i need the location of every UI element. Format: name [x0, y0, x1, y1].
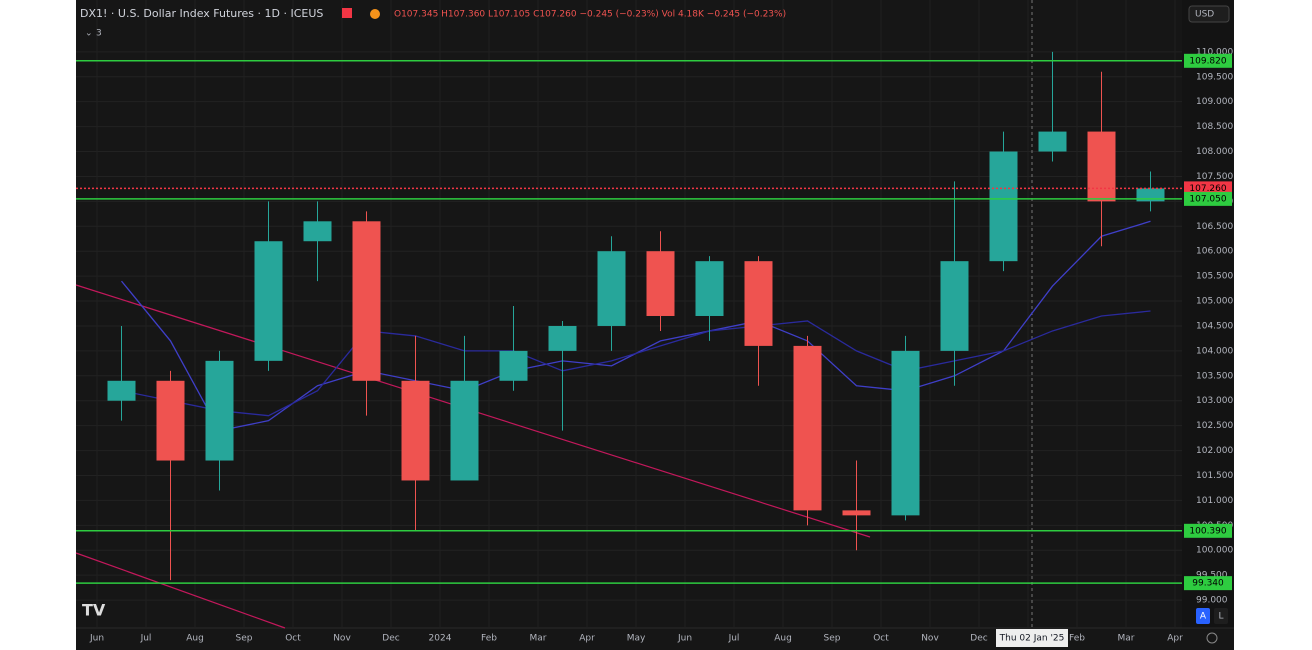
crosshair-label-bg: [996, 629, 1068, 647]
y-tick-label: 104.500: [1196, 321, 1233, 331]
y-tick-label: 106.500: [1196, 222, 1233, 232]
log-label: L: [1218, 612, 1223, 622]
candle-body: [107, 380, 136, 401]
x-tick-label: Apr: [579, 634, 595, 644]
crosshair-label: Thu 02 Jan '25: [999, 634, 1065, 644]
price-axis: [1182, 0, 1234, 628]
currency-button[interactable]: [1188, 5, 1230, 23]
candle-body: [254, 241, 283, 361]
x-tick-label: Sep: [236, 634, 253, 644]
x-tick-label: Feb: [481, 634, 497, 644]
price-line-label: 107.050: [1189, 194, 1226, 204]
x-tick-label: Feb: [1069, 634, 1085, 644]
candle-body: [989, 151, 1018, 262]
candle-body: [450, 380, 479, 481]
x-tick-label: Dec: [970, 634, 987, 644]
y-tick-label: 101.000: [1196, 496, 1233, 506]
candle-body: [499, 350, 528, 381]
y-tick-label: 109.500: [1196, 72, 1233, 82]
trendline: [75, 552, 286, 629]
x-tick-label: Jun: [677, 634, 692, 644]
y-tick-label: 102.500: [1196, 421, 1233, 431]
y-tick-label: 101.500: [1196, 471, 1233, 481]
candle-body: [1087, 131, 1116, 202]
candle-body: [401, 380, 430, 481]
candle-body: [205, 360, 234, 461]
moving-average: [121, 310, 1151, 417]
y-tick-label: 108.000: [1196, 147, 1233, 157]
x-tick-label: Jul: [140, 634, 152, 644]
candle-body: [303, 221, 332, 242]
candle-body: [793, 345, 822, 511]
x-tick-label: Nov: [921, 634, 939, 644]
candle-body: [1038, 131, 1067, 152]
indicator-count[interactable]: 3: [96, 29, 102, 39]
candle-body: [744, 261, 773, 346]
x-tick-label: Apr: [1167, 634, 1183, 644]
price-line-label: 99.340: [1192, 579, 1224, 589]
y-tick-label: 99.500: [1196, 571, 1228, 581]
price-line-label-bg: [1184, 191, 1232, 206]
y-tick-label: 99.000: [1196, 596, 1228, 606]
candle-body: [156, 380, 185, 461]
plot: [76, 51, 1182, 584]
y-tick-label: 109.000: [1196, 97, 1233, 107]
x-tick-label: Oct: [873, 634, 889, 644]
candle-body: [352, 221, 381, 381]
auto-button[interactable]: [1196, 608, 1210, 624]
x-tick-label: Oct: [285, 634, 301, 644]
price-line-label-bg: [1184, 53, 1232, 68]
y-tick-label: 108.500: [1196, 122, 1233, 132]
y-tick-label: 102.000: [1196, 446, 1233, 456]
candle-body: [695, 261, 724, 316]
flag-icon[interactable]: [342, 8, 352, 18]
y-tick-label: 103.500: [1196, 371, 1233, 381]
logo: TV: [82, 601, 106, 620]
y-tick-label: 110.000: [1196, 47, 1233, 57]
dividend-icon: [370, 9, 380, 19]
x-tick-label: Dec: [382, 634, 399, 644]
chart-background: [76, 0, 1234, 650]
candle-body: [646, 251, 675, 316]
candle-body: [548, 325, 577, 351]
y-tick-label: 105.000: [1196, 297, 1233, 307]
y-tick-label: 105.500: [1196, 272, 1233, 282]
price-line-label: 109.820: [1189, 56, 1226, 66]
price-line-label: 107.260: [1189, 184, 1226, 194]
x-tick-label: 2024: [429, 634, 452, 644]
price-line-label-bg: [1184, 576, 1232, 591]
collapse-arrow[interactable]: ⌄: [85, 29, 93, 39]
y-tick-label: 103.000: [1196, 396, 1233, 406]
candle-body: [940, 261, 969, 351]
y-tick-label: 104.000: [1196, 346, 1233, 356]
y-tick-label: 107.500: [1196, 172, 1233, 182]
y-tick-label: 106.000: [1196, 247, 1233, 257]
x-tick-label: Jun: [89, 634, 104, 644]
chart-title: DX1! · U.S. Dollar Index Futures · 1D · …: [80, 7, 323, 20]
candle-body: [597, 251, 626, 326]
y-tick-label: 100.000: [1196, 546, 1233, 556]
x-tick-label: Aug: [774, 634, 792, 644]
price-line-label-bg: [1184, 523, 1232, 538]
settings-icon[interactable]: [1206, 632, 1218, 644]
x-tick-label: Nov: [333, 634, 351, 644]
log-button[interactable]: [1214, 608, 1228, 624]
x-tick-label: Mar: [530, 634, 547, 644]
x-tick-label: Aug: [186, 634, 204, 644]
x-tick-label: May: [627, 634, 646, 644]
price-line-label: 100.390: [1189, 526, 1226, 536]
x-tick-label: Sep: [824, 634, 841, 644]
currency-label: USD: [1195, 10, 1214, 20]
x-tick-label: Jul: [728, 634, 740, 644]
ohlc-values: O107.345 H107.360 L107.105 C107.260 −0.2…: [394, 10, 786, 20]
candle-body: [842, 510, 871, 516]
auto-label: A: [1200, 612, 1207, 622]
x-tick-label: Mar: [1118, 634, 1135, 644]
candle-body: [891, 350, 920, 516]
